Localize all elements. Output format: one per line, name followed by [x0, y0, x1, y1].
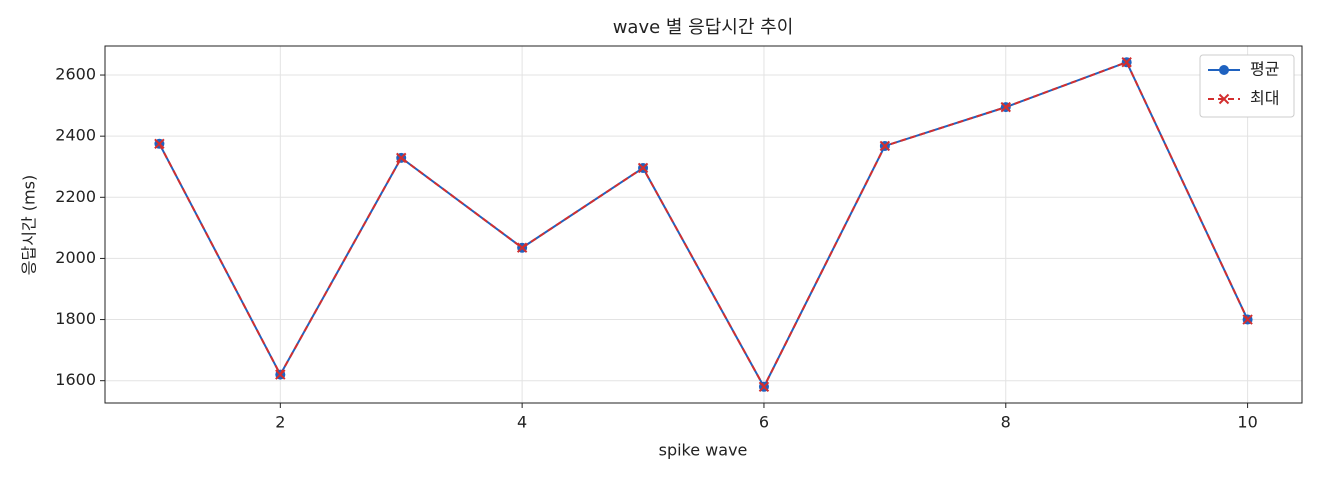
- x-tick-label: 6: [759, 413, 769, 432]
- x-tick-label: 10: [1237, 413, 1257, 432]
- marker: [879, 140, 891, 152]
- y-axis-label: 응답시간 (ms): [20, 175, 39, 275]
- chart-title: wave 별 응답시간 추이: [613, 17, 794, 38]
- marker: [637, 162, 649, 174]
- x-tick-label: 4: [517, 413, 527, 432]
- y-tick-label: 2600: [55, 65, 96, 84]
- marker: [1242, 314, 1253, 325]
- marker: [1000, 101, 1011, 113]
- y-tick-label: 2400: [55, 126, 96, 145]
- marker: [154, 138, 165, 150]
- legend-box: [1199, 54, 1295, 118]
- y-tick-label: 2000: [55, 248, 96, 267]
- x-tick-label: 8: [1001, 413, 1011, 432]
- marker: [396, 152, 407, 164]
- marker: [275, 369, 286, 380]
- marker: [516, 242, 528, 253]
- legend-marker: [1219, 65, 1229, 75]
- marker: [1121, 56, 1132, 68]
- legend-marker: [1218, 93, 1230, 105]
- y-tick-label: 1800: [55, 309, 96, 328]
- legend-label: 평균: [1250, 60, 1279, 79]
- plot-frame: [104, 45, 1303, 404]
- y-tick-label: 2200: [55, 187, 96, 206]
- y-tick-label: 1600: [55, 370, 96, 389]
- x-axis-label: spike wave: [659, 441, 748, 460]
- marker: [758, 381, 770, 393]
- series-line: [158, 60, 1249, 389]
- legend-label: 최대: [1250, 89, 1279, 108]
- x-tick-label: 2: [275, 413, 285, 432]
